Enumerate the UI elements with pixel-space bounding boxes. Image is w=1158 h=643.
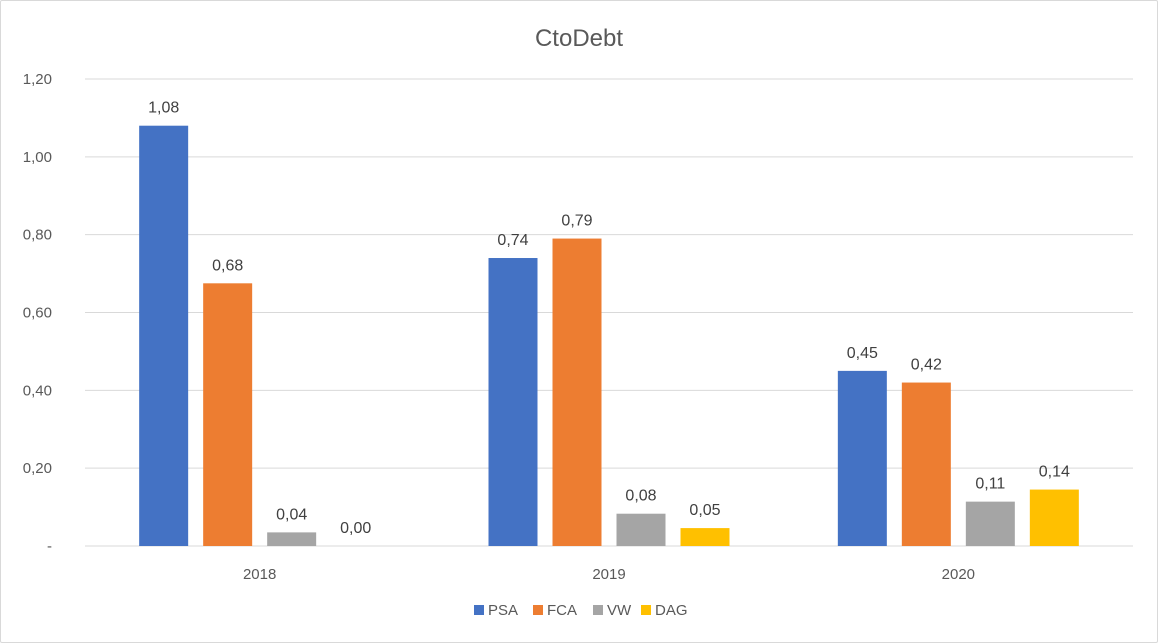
y-tick-label: - <box>47 538 52 555</box>
bar-psa-2019 <box>488 258 538 546</box>
legend-item-vw: VW <box>593 602 632 619</box>
legend-swatch <box>593 605 603 615</box>
bar-vw-2018 <box>267 532 317 546</box>
bar-fca-2018 <box>203 283 253 546</box>
bars <box>139 125 1079 546</box>
legend-swatch <box>474 605 484 615</box>
x-axis-categories: 2018 2019 2020 <box>243 566 975 583</box>
y-axis-ticks: - 0,20 0,40 0,60 0,80 1,00 1,20 <box>23 71 52 555</box>
y-tick-label: 0,80 <box>23 227 52 244</box>
bar-psa-2018 <box>139 125 189 546</box>
legend-label: FCA <box>547 602 577 619</box>
data-label-fca-2020: 0,42 <box>911 357 942 374</box>
data-labels: 1,08 0,68 0,04 0,00 0,74 0,79 0,08 0,05 0,45 0,42… <box>148 100 1070 537</box>
gridlines <box>85 78 1133 547</box>
bar-fca-2019 <box>552 238 602 546</box>
legend-swatch <box>533 605 543 615</box>
bar-dag-2019 <box>680 528 730 546</box>
legend-item-fca: FCA <box>533 602 577 619</box>
bar-dag-2020 <box>1029 489 1079 546</box>
legend-label: DAG <box>655 602 688 619</box>
legend-swatch <box>641 605 651 615</box>
legend-item-dag: DAG <box>641 602 688 619</box>
chart-title: CtoDebt <box>535 25 623 52</box>
bar-vw-2020 <box>965 501 1015 546</box>
x-category-label: 2018 <box>243 566 276 583</box>
bar-fca-2020 <box>901 382 951 546</box>
y-tick-label: 1,20 <box>23 71 52 88</box>
bar-psa-2020 <box>837 370 887 546</box>
data-label-psa-2018: 1,08 <box>148 100 179 117</box>
y-tick-label: 0,40 <box>23 382 52 399</box>
data-label-dag-2019: 0,05 <box>689 502 720 519</box>
legend-label: PSA <box>488 602 518 619</box>
data-label-vw-2019: 0,08 <box>625 488 656 505</box>
data-label-psa-2019: 0,74 <box>497 232 528 249</box>
data-label-psa-2020: 0,45 <box>847 345 878 362</box>
legend-item-psa: PSA <box>474 602 518 619</box>
legend: PSA FCA VW DAG <box>474 602 688 619</box>
data-label-dag-2020: 0,14 <box>1039 464 1070 481</box>
y-tick-label: 0,60 <box>23 305 52 322</box>
data-label-fca-2018: 0,68 <box>212 257 243 274</box>
data-label-vw-2018: 0,04 <box>276 506 307 523</box>
data-label-dag-2018: 0,00 <box>340 520 371 537</box>
x-category-label: 2020 <box>942 566 975 583</box>
y-tick-label: 1,00 <box>23 149 52 166</box>
data-label-fca-2019: 0,79 <box>561 213 592 230</box>
legend-label: VW <box>607 602 632 619</box>
data-label-vw-2020: 0,11 <box>975 476 1005 493</box>
x-category-label: 2019 <box>592 566 625 583</box>
bar-vw-2019 <box>616 513 666 546</box>
y-tick-label: 0,20 <box>23 460 52 477</box>
